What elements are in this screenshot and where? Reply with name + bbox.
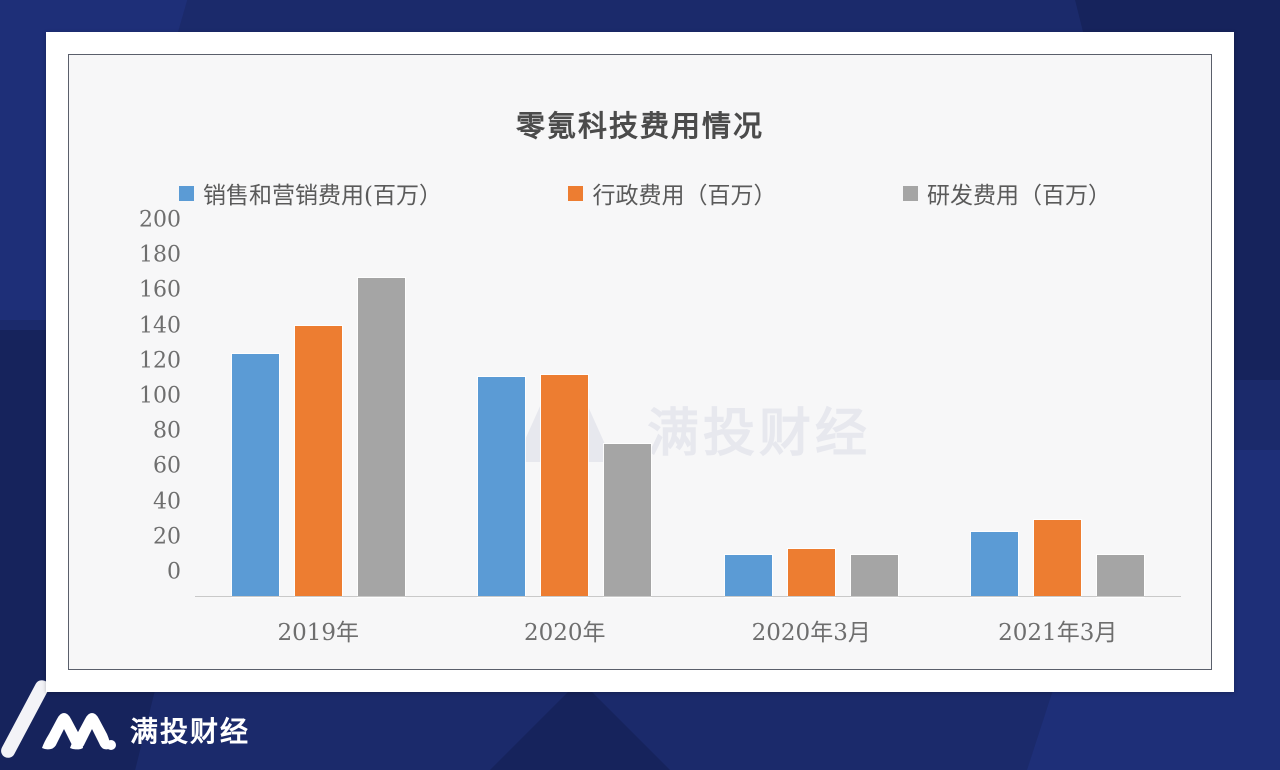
y-axis-tick: 200 <box>139 207 181 233</box>
plot-inner: 200 180 160 140 120 100 80 60 40 20 0 2019年 2020年 20… <box>139 208 1182 646</box>
bar[interactable] <box>787 549 835 597</box>
bar-groups: 2019年 2020年 2020年3月 2021年3月 <box>195 245 1182 646</box>
y-axis-tick: 140 <box>139 313 181 339</box>
x-axis-label: 2021年3月 <box>998 620 1118 646</box>
bar[interactable] <box>231 354 279 597</box>
mountain-logo-icon <box>42 713 116 750</box>
x-axis-line <box>195 595 1181 597</box>
bar-group: 2020年 <box>442 245 689 646</box>
chart-frame: 零氪科技费用情况 销售和营销费用(百万） 行政费用（百万） 研发费用（百万） 满投财… <box>68 54 1212 670</box>
y-axis-tick: 40 <box>153 489 181 515</box>
chart-title: 零氪科技费用情况 <box>515 109 764 143</box>
x-axis-label: 2019年 <box>277 620 360 646</box>
y-axis-tick: 0 <box>167 559 181 585</box>
y-axis-tick: 120 <box>139 348 181 374</box>
legend-swatch-icon <box>902 185 918 201</box>
legend-label: 研发费用（百万） <box>926 183 1111 209</box>
y-axis-tick: 80 <box>153 418 181 444</box>
legend-swatch-icon <box>568 185 584 201</box>
brand-text: 满投财经 <box>130 715 251 748</box>
plot-area: 200 180 160 140 120 100 80 60 40 20 0 2019年 2020年 20… <box>139 208 1182 646</box>
y-axis-tick: 60 <box>153 453 181 479</box>
y-axis-tick: 20 <box>153 524 181 550</box>
bar[interactable] <box>294 325 342 597</box>
chart-card: 零氪科技费用情况 销售和营销费用(百万） 行政费用（百万） 研发费用（百万） 满投财… <box>46 32 1234 692</box>
bar[interactable] <box>724 554 772 597</box>
y-axis-tick: 160 <box>139 277 181 303</box>
legend-item[interactable]: 行政费用（百万） <box>568 176 776 210</box>
x-axis-label: 2020年3月 <box>751 620 871 646</box>
legend-swatch-icon <box>179 185 194 201</box>
bar[interactable] <box>971 531 1019 597</box>
bar-group: 2021年3月 <box>935 245 1182 646</box>
chart-legend: 销售和营销费用(百万） 行政费用（百万） 研发费用（百万） <box>179 175 1171 211</box>
bar[interactable] <box>604 443 652 597</box>
x-axis-label: 2020年 <box>523 620 606 646</box>
bar[interactable] <box>357 278 405 597</box>
bar[interactable] <box>478 377 526 597</box>
brand-footer: 满投财经 <box>40 708 250 752</box>
legend-label: 销售和营销费用(百万） <box>203 183 442 209</box>
bar-group: 2019年 <box>195 245 442 646</box>
y-axis-tick: 180 <box>139 242 181 268</box>
legend-label: 行政费用（百万） <box>592 183 777 209</box>
bar[interactable] <box>541 375 589 597</box>
legend-item[interactable]: 销售和营销费用(百万） <box>179 176 442 210</box>
bar[interactable] <box>1034 519 1082 597</box>
bar-group: 2020年3月 <box>688 245 935 646</box>
y-axis-tick: 100 <box>139 383 181 409</box>
bar[interactable] <box>1097 554 1145 597</box>
legend-item[interactable]: 研发费用（百万） <box>902 176 1111 210</box>
bar[interactable] <box>850 554 898 597</box>
background-decoration-triangle <box>430 680 730 770</box>
